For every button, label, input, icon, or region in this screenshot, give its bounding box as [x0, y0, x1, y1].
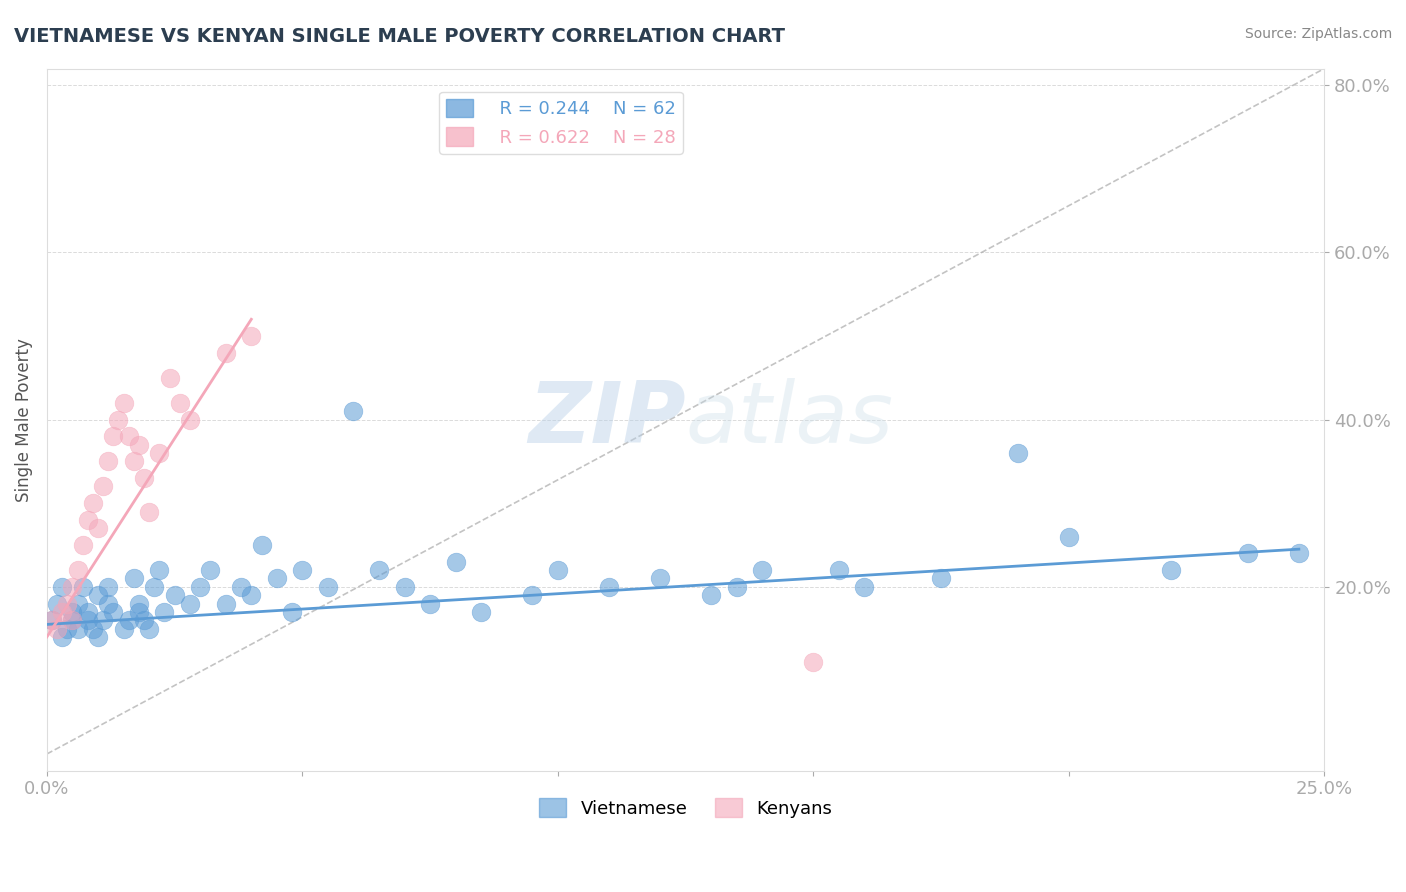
Vietnamese	[97, 580, 120, 594]
Vietnamese	[118, 613, 141, 627]
Vietnamese	[76, 613, 98, 627]
Kenyans	[169, 396, 191, 410]
Vietnamese	[46, 597, 69, 611]
Text: ZIP: ZIP	[529, 378, 686, 461]
Text: VIETNAMESE VS KENYAN SINGLE MALE POVERTY CORRELATION CHART: VIETNAMESE VS KENYAN SINGLE MALE POVERTY…	[14, 27, 785, 45]
Kenyans	[148, 446, 170, 460]
Vietnamese	[66, 597, 89, 611]
Kenyans	[159, 371, 181, 385]
Kenyans	[122, 454, 145, 468]
Kenyans	[62, 580, 84, 594]
Vietnamese	[229, 580, 252, 594]
Kenyans	[118, 429, 141, 443]
Vietnamese	[62, 613, 84, 627]
Vietnamese	[179, 597, 201, 611]
Vietnamese	[316, 580, 339, 594]
Kenyans	[107, 412, 129, 426]
Vietnamese	[751, 563, 773, 577]
Vietnamese	[122, 571, 145, 585]
Vietnamese	[250, 538, 273, 552]
Vietnamese	[188, 580, 211, 594]
Vietnamese	[103, 605, 125, 619]
Vietnamese	[281, 605, 304, 619]
Vietnamese	[132, 613, 155, 627]
Vietnamese	[215, 597, 238, 611]
Kenyans	[179, 412, 201, 426]
Y-axis label: Single Male Poverty: Single Male Poverty	[15, 338, 32, 501]
Vietnamese	[291, 563, 314, 577]
Vietnamese	[929, 571, 952, 585]
Vietnamese	[143, 580, 166, 594]
Vietnamese	[828, 563, 851, 577]
Vietnamese	[76, 605, 98, 619]
Vietnamese	[200, 563, 222, 577]
Vietnamese	[51, 580, 73, 594]
Vietnamese	[444, 555, 467, 569]
Vietnamese	[41, 613, 63, 627]
Vietnamese	[1057, 530, 1080, 544]
Vietnamese	[1236, 546, 1258, 560]
Vietnamese	[522, 588, 544, 602]
Vietnamese	[1160, 563, 1182, 577]
Vietnamese	[97, 597, 120, 611]
Vietnamese	[342, 404, 364, 418]
Vietnamese	[66, 622, 89, 636]
Legend: Vietnamese, Kenyans: Vietnamese, Kenyans	[531, 791, 839, 825]
Vietnamese	[87, 630, 110, 644]
Kenyans	[62, 613, 84, 627]
Vietnamese	[725, 580, 748, 594]
Vietnamese	[1007, 446, 1029, 460]
Vietnamese	[470, 605, 492, 619]
Kenyans	[97, 454, 120, 468]
Kenyans	[103, 429, 125, 443]
Vietnamese	[1288, 546, 1310, 560]
Kenyans	[112, 396, 135, 410]
Vietnamese	[138, 622, 160, 636]
Text: atlas: atlas	[686, 378, 894, 461]
Vietnamese	[547, 563, 569, 577]
Vietnamese	[91, 613, 114, 627]
Vietnamese	[163, 588, 186, 602]
Vietnamese	[87, 588, 110, 602]
Vietnamese	[112, 622, 135, 636]
Vietnamese	[266, 571, 288, 585]
Vietnamese	[128, 597, 150, 611]
Kenyans	[82, 496, 104, 510]
Kenyans	[138, 504, 160, 518]
Kenyans	[51, 605, 73, 619]
Kenyans	[240, 329, 263, 343]
Vietnamese	[598, 580, 620, 594]
Kenyans	[215, 345, 238, 359]
Vietnamese	[128, 605, 150, 619]
Kenyans	[803, 655, 825, 669]
Kenyans	[72, 538, 94, 552]
Vietnamese	[368, 563, 391, 577]
Vietnamese	[419, 597, 441, 611]
Vietnamese	[51, 630, 73, 644]
Kenyans	[76, 513, 98, 527]
Vietnamese	[153, 605, 176, 619]
Kenyans	[87, 521, 110, 535]
Vietnamese	[240, 588, 263, 602]
Kenyans	[46, 622, 69, 636]
Kenyans	[56, 597, 79, 611]
Kenyans	[66, 563, 89, 577]
Vietnamese	[700, 588, 723, 602]
Kenyans	[91, 479, 114, 493]
Text: Source: ZipAtlas.com: Source: ZipAtlas.com	[1244, 27, 1392, 41]
Kenyans	[132, 471, 155, 485]
Kenyans	[128, 438, 150, 452]
Kenyans	[41, 613, 63, 627]
Vietnamese	[648, 571, 671, 585]
Vietnamese	[394, 580, 416, 594]
Vietnamese	[148, 563, 170, 577]
Vietnamese	[62, 605, 84, 619]
Vietnamese	[72, 580, 94, 594]
Vietnamese	[56, 622, 79, 636]
Vietnamese	[82, 622, 104, 636]
Vietnamese	[853, 580, 876, 594]
